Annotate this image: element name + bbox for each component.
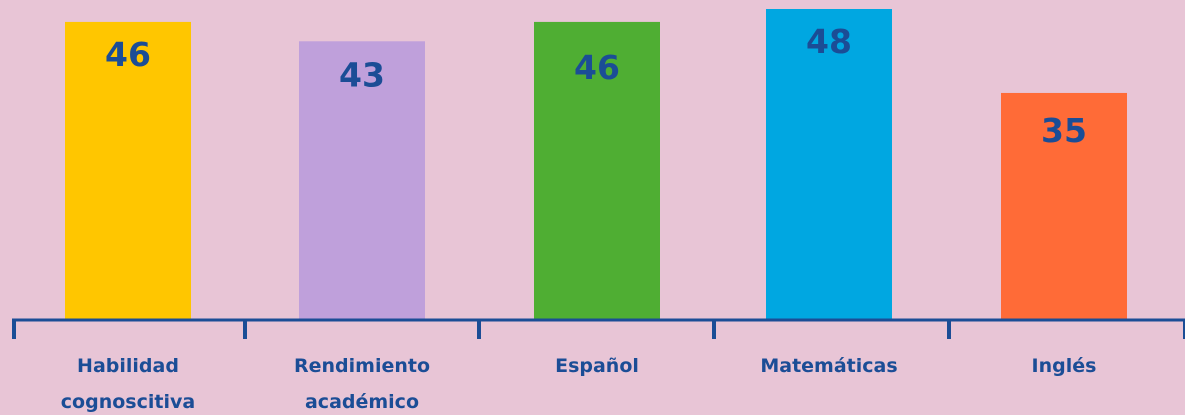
bar-habilidad-cognoscitiva [65, 21, 191, 320]
value-labels-layer: 46 43 46 48 35 [105, 22, 1087, 150]
bar-ingles [1001, 92, 1127, 319]
category-label-matematicas: Matemáticas [760, 355, 897, 377]
bar-rendimiento-academico [299, 41, 425, 320]
category-label-rendimiento-academico: Rendimiento académico [294, 355, 430, 413]
category-label-habilidad-cognoscitiva: Habilidad cognoscitiva [61, 355, 195, 413]
bars-layer [65, 9, 1127, 320]
value-label-espanol: 46 [574, 48, 620, 87]
x-axis [12, 318, 1185, 339]
category-labels-layer: Habilidad cognoscitiva Rendimiento académic… [61, 355, 1097, 413]
bar-espanol [534, 21, 660, 320]
value-label-habilidad-cognoscitiva: 46 [105, 35, 151, 74]
value-label-matematicas: 48 [806, 22, 852, 61]
category-label-ingles: Inglés [1032, 355, 1097, 377]
category-label-espanol: Español [555, 355, 639, 377]
value-label-rendimiento-academico: 43 [339, 55, 385, 94]
bar-matematicas [766, 9, 892, 319]
value-label-ingles: 35 [1041, 111, 1087, 150]
